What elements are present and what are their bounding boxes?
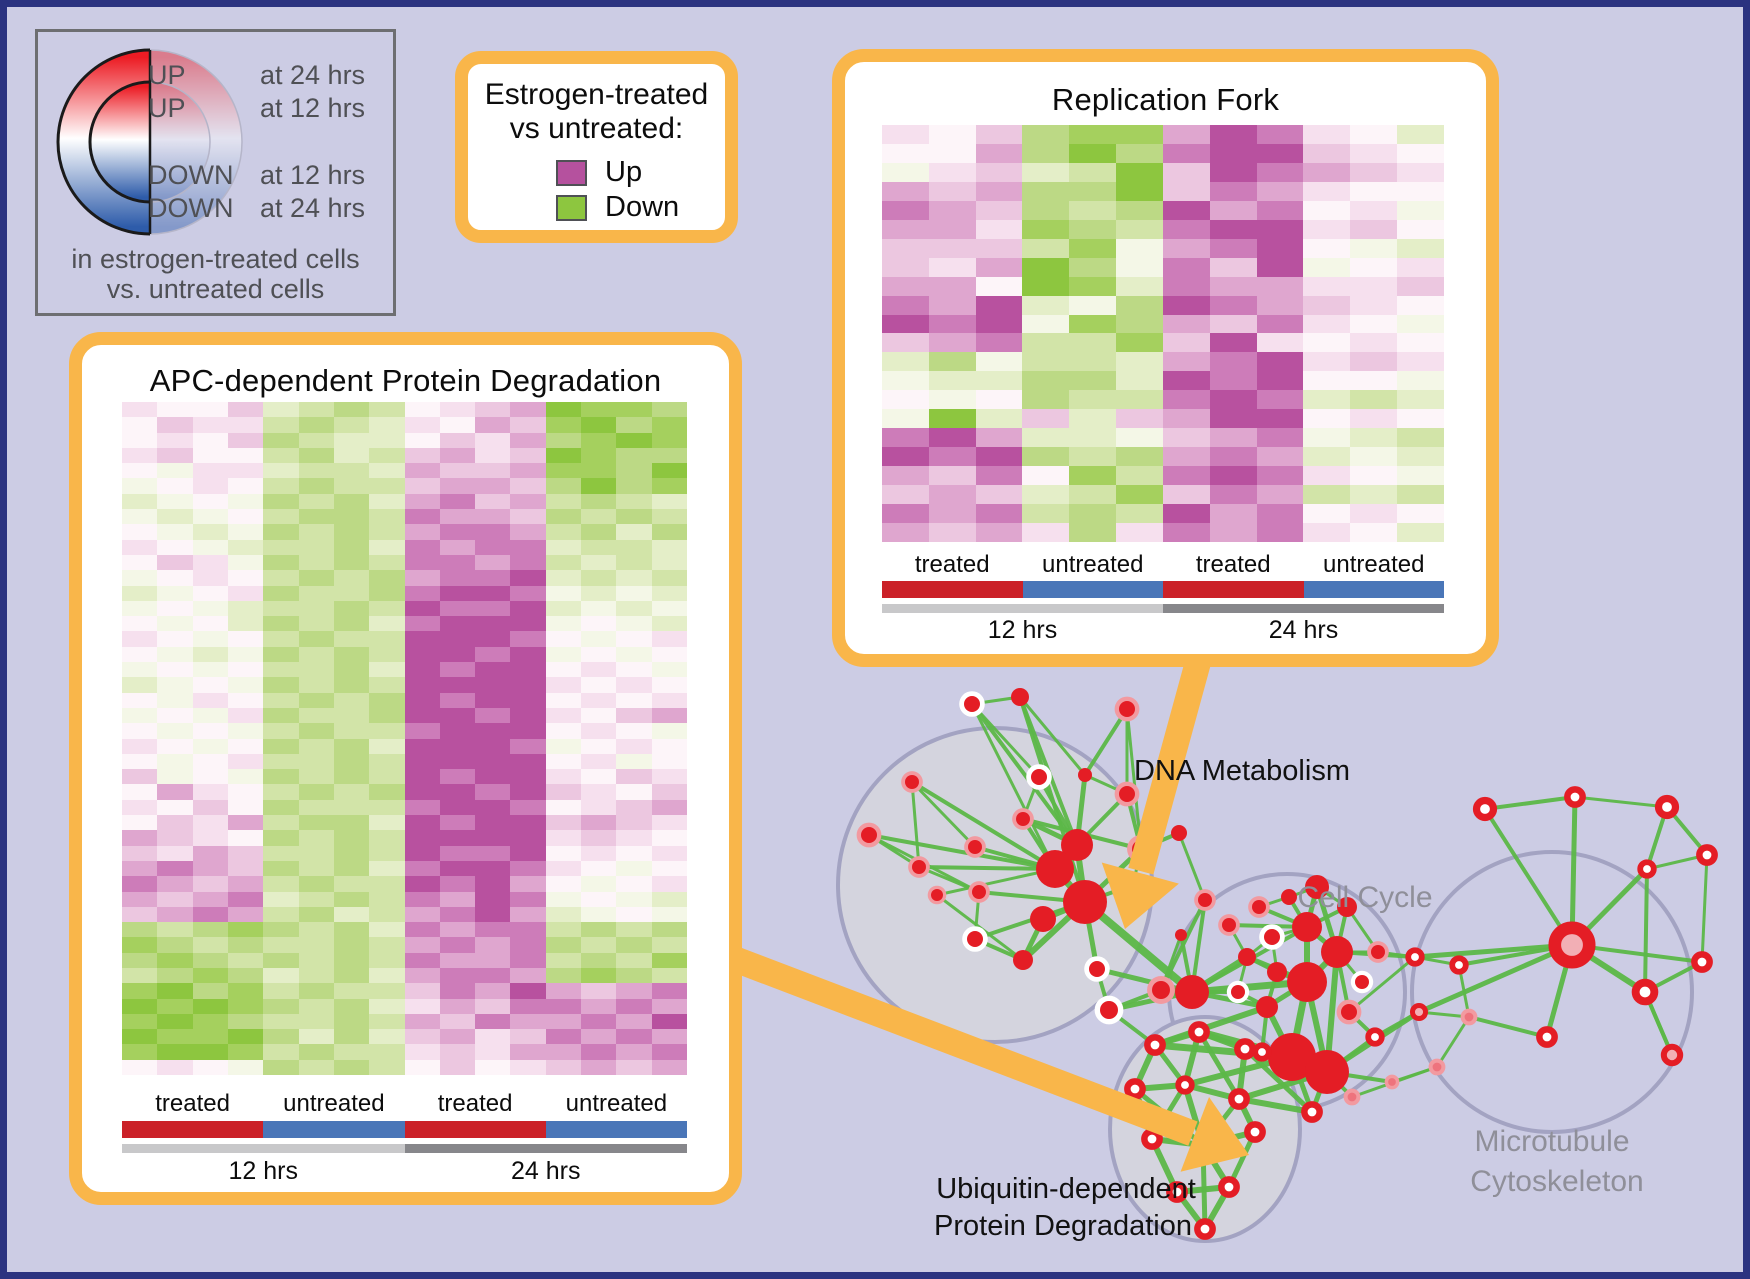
rf-12hrs-label: 12 hrs [987, 616, 1058, 644]
rf-group-treated-12: treated [914, 551, 990, 578]
legend-item-up: Up [556, 156, 642, 189]
legend-up24-dir: UP [148, 60, 186, 90]
legend-caption-line2: vs. untreated cells [106, 274, 325, 304]
legend-up24-time: at 24 hrs [260, 60, 366, 90]
up-swatch [556, 159, 587, 186]
microtubule-label-line1: Microtubule [1474, 1125, 1630, 1158]
apc-condition-bar [122, 1121, 687, 1138]
rf-panel-title: Replication Fork [1051, 82, 1280, 117]
rf-heatmap [882, 125, 1444, 542]
apc-24hrs-label: 24 hrs [511, 1157, 581, 1185]
replication-fork-panel: Replication Fork treated untreated treat… [832, 49, 1499, 667]
legend-caption-line1: in estrogen-treated cells [71, 244, 360, 274]
ubiquitin-label-line1: Ubiquitin-dependent [936, 1173, 1196, 1205]
apc-time-bar [122, 1144, 687, 1153]
apc-12hrs-label: 12 hrs [228, 1157, 298, 1185]
up-label: Up [605, 156, 643, 188]
updown-ring-legend: UP at 24 hrs UP at 12 hrs DOWN at 12 hrs… [35, 29, 396, 316]
ubiquitin-label-line2: Protein Degradation [934, 1210, 1192, 1242]
rf-time-labels: 12 hrs 24 hrs [882, 616, 1444, 645]
legend-up12-time: at 12 hrs [260, 93, 366, 123]
color-legend-title-line2: vs untreated: [509, 112, 684, 145]
legend-down12-time: at 12 hrs [260, 160, 366, 190]
legend-up12-dir: UP [148, 93, 186, 123]
apc-panel-title: APC-dependent Protein Degradation [149, 363, 662, 398]
legend-down12-dir: DOWN [148, 160, 234, 190]
network-graph [732, 651, 1718, 1243]
apc-group-labels: treated untreated treated untreated [122, 1090, 687, 1118]
down-label: Down [605, 191, 680, 223]
color-legend: Estrogen-treated vs untreated: Up Down [455, 51, 738, 243]
apc-group-treated-12: treated [155, 1090, 230, 1117]
apc-group-untreated-24: untreated [565, 1090, 668, 1117]
ring-glyph [56, 44, 256, 240]
microtubule-label-line2: Cytoskeleton [1470, 1165, 1644, 1198]
legend-down24-time: at 24 hrs [260, 193, 366, 223]
legend-down24-dir: DOWN [148, 193, 234, 223]
down-swatch [556, 194, 587, 221]
apc-heatmap-panel: APC-dependent Protein Degradation treate… [69, 332, 742, 1205]
rf-time-bar [882, 604, 1444, 613]
cell-cycle-label: Cell Cycle [1297, 881, 1433, 914]
color-legend-title-line1: Estrogen-treated [484, 78, 709, 111]
legend-item-down: Down [556, 191, 679, 224]
apc-heatmap [122, 402, 687, 1076]
rf-group-untreated-12: untreated [1042, 551, 1144, 578]
dna-metabolism-label: DNA Metabolism [1134, 755, 1350, 787]
rf-condition-bar [882, 581, 1444, 598]
apc-group-treated-24: treated [437, 1090, 513, 1117]
rf-group-labels: treated untreated treated untreated [882, 551, 1444, 579]
apc-time-labels: 12 hrs 24 hrs [122, 1157, 687, 1186]
rf-group-treated-24: treated [1195, 551, 1271, 578]
apc-group-untreated-12: untreated [283, 1090, 385, 1117]
rf-24hrs-label: 24 hrs [1268, 616, 1339, 644]
rf-group-untreated-24: untreated [1323, 551, 1425, 578]
